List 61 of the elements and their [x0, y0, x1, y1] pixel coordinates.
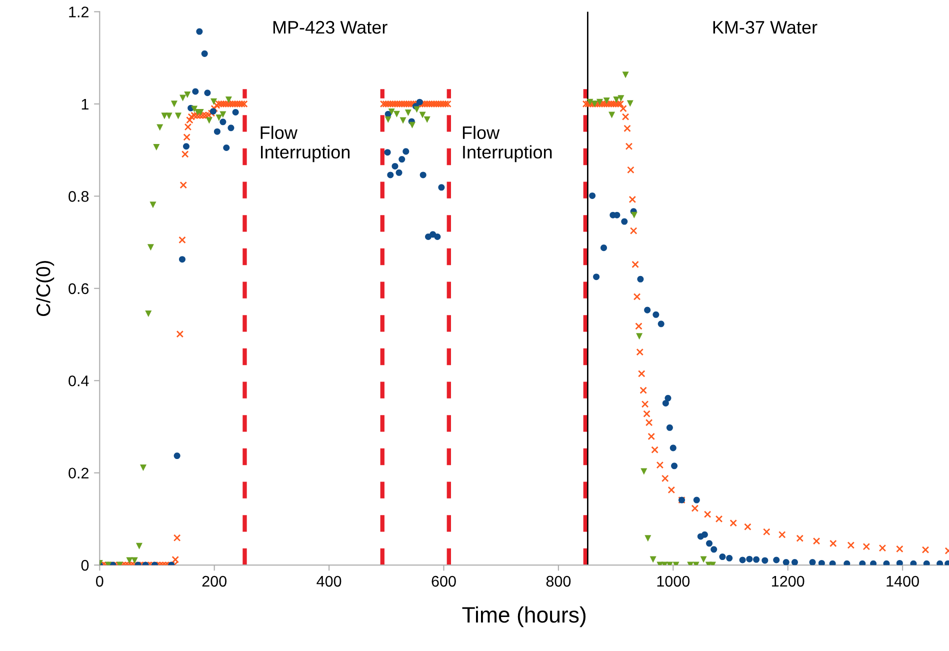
y-axis-title: C/C(0)	[36, 260, 54, 316]
annotation: Flow Interruption	[260, 126, 350, 162]
point	[147, 244, 154, 251]
point	[636, 333, 643, 340]
point	[136, 542, 142, 550]
point	[603, 97, 610, 104]
point	[700, 556, 707, 563]
y-tick-label: 1.2	[69, 6, 88, 18]
x-tick-label: 1200	[772, 576, 804, 587]
point	[220, 111, 226, 118]
point	[608, 112, 616, 118]
x-axis-title: Time (hours)	[462, 606, 586, 628]
x-tick-label: 800	[546, 576, 571, 587]
point	[388, 108, 395, 116]
point	[140, 464, 146, 472]
point	[170, 100, 178, 108]
point	[384, 116, 392, 123]
annotation: MP-423 Water	[273, 20, 388, 34]
y-tick-label: 0	[81, 560, 89, 571]
point	[180, 94, 186, 102]
point	[618, 95, 624, 102]
point	[419, 112, 426, 118]
point	[216, 114, 222, 122]
point	[626, 100, 634, 107]
point	[408, 122, 416, 128]
y-tick-label: 0.2	[68, 468, 88, 479]
point	[596, 98, 603, 106]
point	[622, 72, 629, 78]
x-tick-label: 600	[432, 576, 456, 587]
point	[166, 112, 172, 120]
x-tick-label: 400	[316, 576, 342, 587]
point	[650, 556, 656, 563]
point	[586, 98, 594, 106]
point	[644, 535, 652, 542]
point	[640, 468, 648, 475]
y-tick-label: 0.6	[68, 283, 89, 294]
y-tick-label: 1	[82, 98, 88, 110]
point	[393, 110, 400, 118]
y-tick-label: 0.4	[68, 375, 89, 386]
point	[424, 116, 430, 123]
annotation: KM-37 Water	[713, 20, 818, 34]
x-tick-label: 0	[96, 576, 104, 587]
annotation: Flow Interruption	[462, 126, 552, 162]
point	[630, 212, 638, 218]
point	[184, 91, 191, 98]
point	[225, 96, 232, 104]
point	[156, 124, 164, 131]
point	[150, 202, 156, 208]
x-tick-label: 200	[202, 576, 226, 587]
point	[613, 96, 620, 104]
point	[145, 310, 152, 318]
point	[414, 106, 420, 113]
y-tick-label: 0.8	[68, 191, 89, 202]
point	[174, 112, 182, 120]
point	[153, 144, 160, 151]
x-tick-label: 1400	[886, 576, 919, 587]
point	[206, 117, 212, 124]
point	[400, 117, 406, 124]
point	[210, 98, 218, 105]
point	[404, 109, 412, 116]
x-tick-label: 1000	[657, 576, 690, 587]
